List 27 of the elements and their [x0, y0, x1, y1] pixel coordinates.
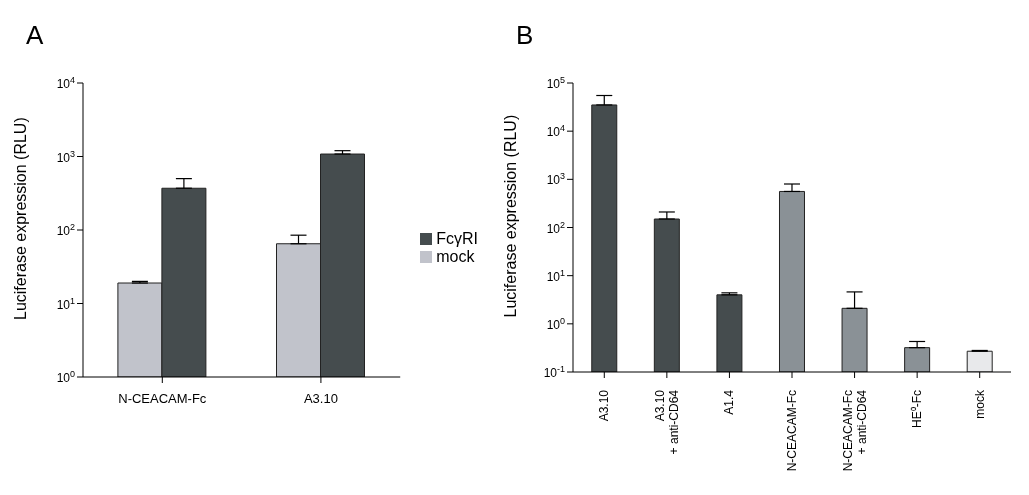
- y-tick-label: 10$^{3}$: [546, 171, 565, 188]
- x-tick-label: mock: [972, 389, 987, 419]
- y-tick-label: 10$^{5}$: [546, 75, 565, 91]
- chart-title: B: [516, 20, 534, 51]
- y-axis-title: Luciferase expression (RLU): [501, 114, 519, 318]
- chart-title: A: [26, 20, 44, 51]
- x-tick-label: A3.10: [597, 389, 612, 422]
- y-tick-label: 10$^{0}$: [546, 315, 565, 332]
- x-tick-label: A3.10: [303, 391, 338, 406]
- y-tick-label: 10$^{2}$: [546, 219, 565, 236]
- x-tick-label: N-CEACAM-Fc + anti-CD64: [840, 389, 869, 472]
- x-tick-label: A1.4: [722, 389, 737, 415]
- legend-label: FcγRI: [436, 229, 478, 247]
- x-tick-label: A3.10 + anti-CD64: [652, 389, 681, 455]
- y-tick-label: 10$^{-1}$: [543, 364, 565, 380]
- y-tick-label: 10$^{3}$: [56, 148, 75, 165]
- y-tick-label: 10$^{0}$: [56, 369, 75, 385]
- y-tick-label: 10$^{4}$: [546, 123, 565, 140]
- y-tick-label: 10$^{4}$: [56, 75, 75, 91]
- y-tick-label: 10$^{1}$: [56, 295, 75, 312]
- y-axis-title: Luciferase expression (RLU): [11, 117, 29, 320]
- y-tick-label: 10$^{2}$: [56, 222, 75, 238]
- x-tick-label: HE⁰-Fc: [910, 390, 925, 428]
- x-tick-label: N-CEACAM-Fc: [118, 391, 207, 406]
- x-tick-label: N-CEACAM-Fc: [785, 390, 799, 472]
- legend-label: mock: [436, 247, 475, 265]
- y-tick-label: 10$^{1}$: [546, 267, 565, 284]
